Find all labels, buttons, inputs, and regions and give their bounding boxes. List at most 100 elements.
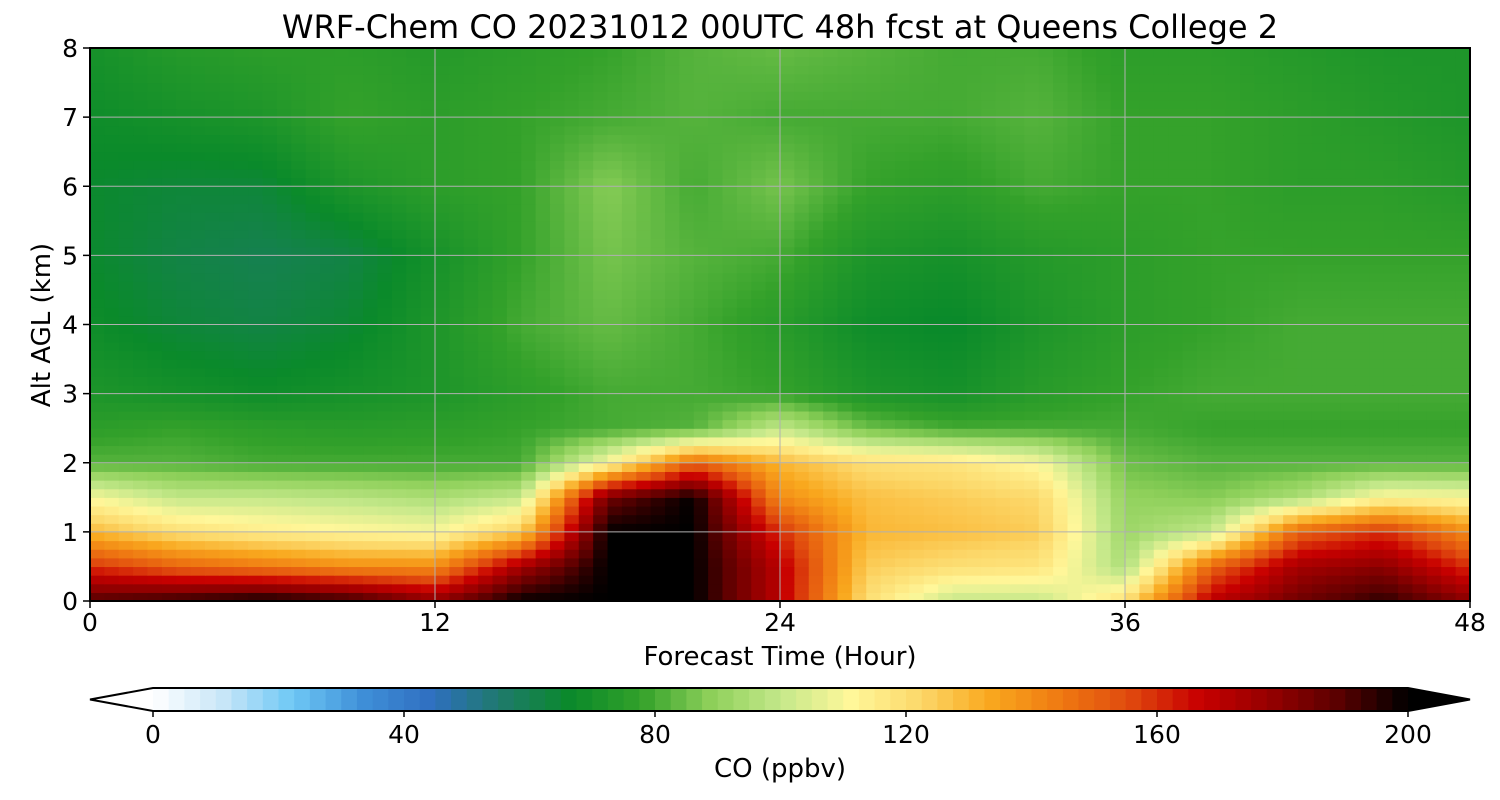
heatmap-cell: [377, 566, 393, 576]
heatmap-cell: [1024, 402, 1040, 412]
heatmap-cell: [1182, 428, 1198, 438]
heatmap-cell: [1383, 428, 1399, 438]
heatmap-cell: [1125, 531, 1140, 542]
heatmap-cell: [161, 367, 177, 377]
heatmap-cell: [665, 186, 680, 196]
heatmap-cell: [966, 298, 982, 308]
heatmap-cell: [1311, 514, 1327, 524]
heatmap-cell: [679, 557, 695, 568]
heatmap-cell: [1067, 592, 1083, 601]
heatmap-cell: [1283, 523, 1299, 533]
heatmap-cell: [348, 289, 364, 300]
heatmap-cell: [118, 264, 134, 274]
heatmap-cell: [966, 238, 982, 248]
heatmap-cell: [1398, 186, 1414, 196]
heatmap-cell: [1383, 540, 1399, 550]
heatmap-cell: [693, 194, 709, 205]
heatmap-cell: [535, 307, 551, 317]
heatmap-cell: [262, 454, 278, 464]
heatmap-cell: [909, 194, 925, 205]
heatmap-cell: [1110, 462, 1126, 472]
heatmap-cell: [1355, 428, 1370, 438]
heatmap-cell: [665, 350, 680, 360]
heatmap-cell: [1096, 480, 1112, 490]
heatmap-cell: [794, 531, 810, 542]
heatmap-cell: [391, 367, 407, 377]
heatmap-cell: [320, 436, 335, 447]
heatmap-cell: [1240, 454, 1255, 464]
heatmap-cell: [161, 445, 177, 455]
heatmap-cell: [291, 194, 307, 205]
heatmap-cell: [823, 255, 839, 265]
heatmap-cell: [636, 350, 652, 360]
heatmap-cell: [1010, 436, 1025, 447]
heatmap-cell: [104, 307, 120, 317]
heatmap-cell: [506, 419, 522, 429]
heatmap-cell: [1326, 186, 1342, 196]
heatmap-cell: [564, 436, 580, 447]
heatmap-cell: [1268, 281, 1284, 291]
heatmap-cell: [90, 289, 105, 300]
heatmap-cell: [521, 540, 537, 550]
heatmap-cell: [305, 376, 321, 386]
heatmap-cell: [837, 592, 853, 601]
heatmap-cell: [262, 549, 278, 559]
heatmap-cell: [205, 367, 220, 377]
heatmap-cell: [578, 384, 594, 395]
heatmap-cell: [952, 540, 968, 550]
heatmap-cell: [1225, 471, 1241, 481]
heatmap-cell: [607, 341, 623, 352]
heatmap-cell: [665, 575, 680, 585]
heatmap-cell: [305, 549, 321, 559]
heatmap-cell: [851, 350, 867, 360]
heatmap-cell: [665, 324, 680, 334]
heatmap-cell: [492, 255, 508, 265]
heatmap-cell: [377, 324, 393, 334]
heatmap-cell: [449, 523, 465, 533]
heatmap-cell: [995, 264, 1011, 274]
heatmap-cell: [377, 402, 393, 412]
heatmap-cell: [104, 575, 120, 585]
heatmap-cell: [506, 557, 522, 568]
heatmap-cell: [880, 298, 896, 308]
heatmap-cell: [1326, 540, 1342, 550]
heatmap-cell: [1240, 264, 1255, 274]
heatmap-cell: [1125, 592, 1140, 601]
heatmap-cell: [1283, 160, 1299, 170]
heatmap-cell: [550, 186, 565, 196]
heatmap-cell: [621, 220, 637, 231]
heatmap-cell: [406, 324, 422, 334]
heatmap-cell: [348, 238, 364, 248]
heatmap-cell: [406, 376, 422, 386]
heatmap-cell: [1168, 376, 1184, 386]
heatmap-cell: [736, 220, 752, 231]
heatmap-cell: [219, 272, 235, 282]
heatmap-cell: [1038, 168, 1054, 179]
heatmap-cell: [708, 505, 724, 516]
heatmap-cell: [1153, 557, 1169, 568]
heatmap-cell: [1268, 549, 1284, 559]
heatmap-cell: [1096, 367, 1112, 377]
heatmap-cell: [449, 307, 465, 317]
heatmap-cell: [1010, 238, 1025, 248]
heatmap-cell: [104, 315, 120, 326]
heatmap-cell: [449, 488, 465, 498]
heatmap-cell: [736, 384, 752, 395]
heatmap-cell: [391, 194, 407, 205]
heatmap-cell: [708, 488, 724, 498]
heatmap-cell: [1340, 298, 1356, 308]
heatmap-cell: [276, 350, 292, 360]
heatmap-cell: [435, 203, 450, 213]
heatmap-cell: [866, 307, 882, 317]
heatmap-cell: [463, 566, 479, 576]
heatmap-cell: [521, 194, 537, 205]
heatmap-cell: [923, 419, 939, 429]
heatmap-cell: [478, 480, 494, 490]
heatmap-cell: [966, 557, 982, 568]
heatmap-cell: [823, 264, 839, 274]
heatmap-cell: [1268, 471, 1284, 481]
heatmap-cell: [794, 488, 810, 498]
heatmap-cell: [478, 376, 494, 386]
heatmap-cell: [751, 315, 767, 326]
heatmap-cell: [607, 203, 623, 213]
